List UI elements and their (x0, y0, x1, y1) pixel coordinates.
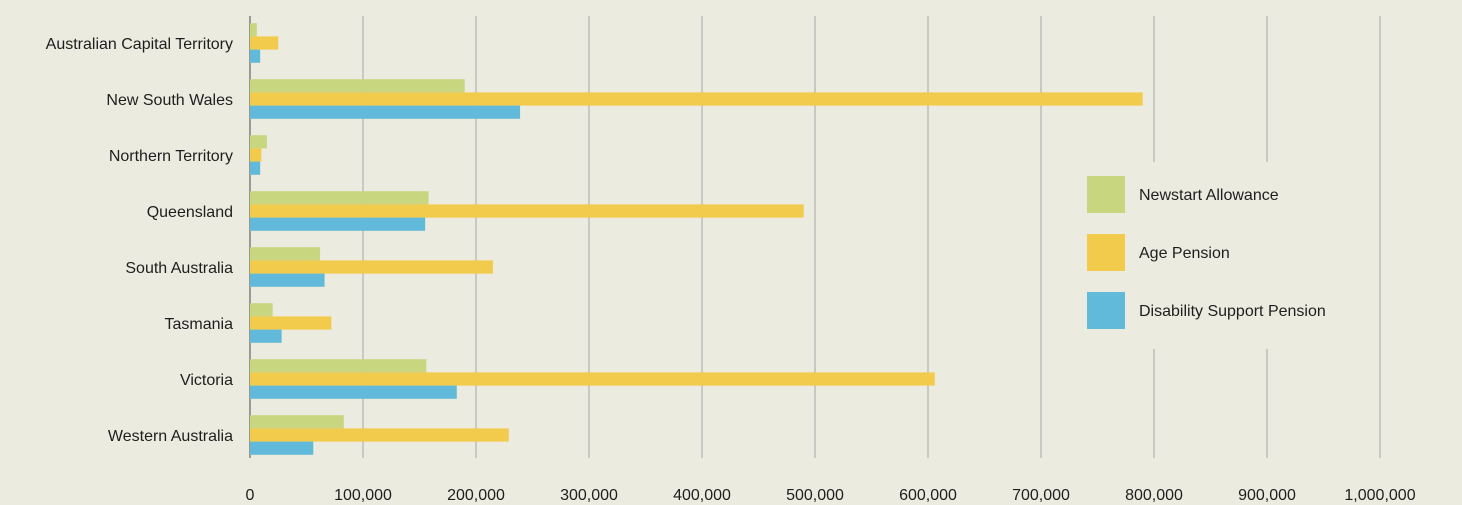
legend-label: Age Pension (1139, 245, 1230, 262)
bar-disability-support-pension (250, 217, 426, 231)
legend-swatch (1087, 176, 1125, 213)
bars (250, 23, 1143, 455)
category-label: Tasmania (165, 316, 234, 333)
category-label: Western Australia (108, 428, 233, 445)
bar-age-pension (250, 92, 1143, 106)
category-label: Queensland (147, 204, 233, 221)
bar-newstart-allowance (250, 191, 429, 205)
bar-newstart-allowance (250, 303, 273, 317)
bar-newstart-allowance (250, 247, 321, 261)
bar-newstart-allowance (250, 135, 267, 149)
x-tick-label: 200,000 (447, 487, 505, 504)
bar-newstart-allowance (250, 415, 344, 429)
bar-newstart-allowance (250, 79, 465, 93)
category-label: Northern Territory (109, 148, 233, 165)
x-tick-label: 700,000 (1012, 487, 1070, 504)
legend-label: Newstart Allowance (1139, 187, 1279, 204)
category-label: Victoria (180, 372, 233, 389)
x-tick-label: 300,000 (560, 487, 618, 504)
legend-swatch (1087, 234, 1125, 271)
x-tick-label: 100,000 (334, 487, 392, 504)
x-tick-label: 400,000 (673, 487, 731, 504)
bar-age-pension (250, 260, 493, 274)
x-tick-label: 900,000 (1238, 487, 1296, 504)
category-label: South Australia (125, 260, 233, 277)
bar-age-pension (250, 148, 262, 162)
legend: Newstart Allowance Age Pension Disability … (1087, 176, 1326, 329)
legend-swatch (1087, 292, 1125, 329)
x-tick-label: 800,000 (1125, 487, 1183, 504)
bar-disability-support-pension (250, 441, 314, 455)
x-tick-label: 600,000 (899, 487, 957, 504)
bar-disability-support-pension (250, 385, 457, 399)
bar-disability-support-pension (250, 273, 325, 287)
category-labels: Australian Capital Territory New South Wa… (46, 36, 233, 445)
x-tick-label: 0 (246, 487, 255, 504)
bar-age-pension (250, 372, 935, 386)
bar-disability-support-pension (250, 49, 261, 63)
x-tick-label: 1,000,000 (1344, 487, 1415, 504)
category-label: New South Wales (106, 92, 233, 109)
bar-age-pension (250, 316, 332, 330)
bar-newstart-allowance (250, 23, 257, 37)
bar-age-pension (250, 428, 509, 442)
legend-label: Disability Support Pension (1139, 303, 1326, 320)
category-label: Australian Capital Territory (46, 36, 233, 53)
x-tick-label: 500,000 (786, 487, 844, 504)
bar-disability-support-pension (250, 329, 282, 343)
bar-disability-support-pension (250, 105, 521, 119)
bar-disability-support-pension (250, 161, 261, 175)
x-tick-labels: 0 100,000 200,000 300,000 400,000 500,000 600,… (246, 487, 1416, 504)
bar-newstart-allowance (250, 359, 427, 373)
bar-age-pension (250, 36, 279, 50)
bar-age-pension (250, 204, 804, 218)
